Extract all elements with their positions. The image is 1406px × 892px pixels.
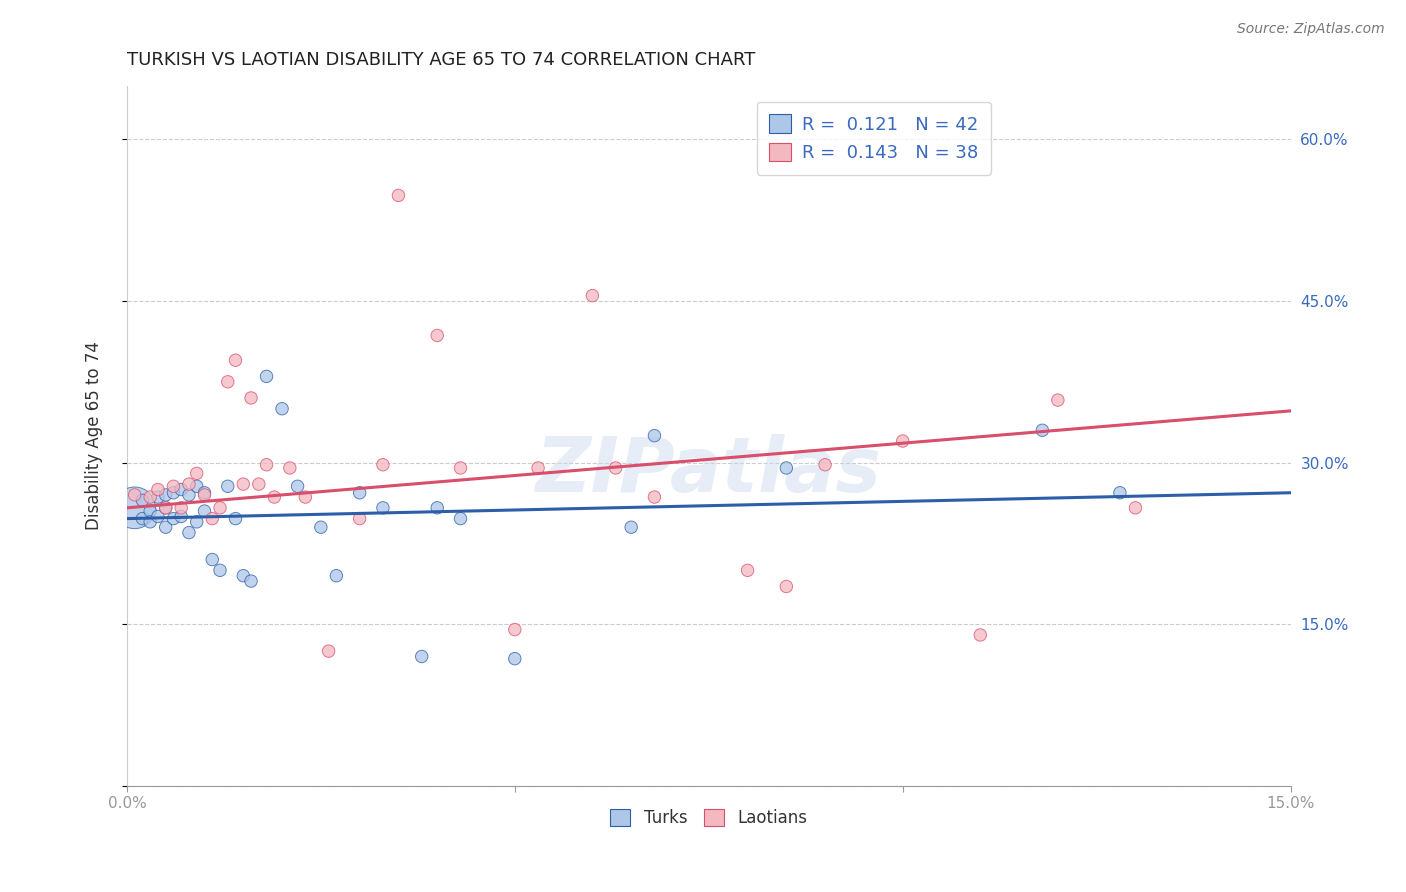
Point bbox=[605, 461, 627, 475]
Point bbox=[155, 488, 177, 502]
Point bbox=[387, 188, 409, 202]
Point bbox=[124, 500, 146, 515]
Point bbox=[256, 369, 278, 384]
Point bbox=[193, 504, 215, 518]
Point bbox=[643, 490, 665, 504]
Point bbox=[162, 485, 184, 500]
Point bbox=[294, 490, 316, 504]
Point bbox=[162, 479, 184, 493]
Point bbox=[1031, 423, 1053, 437]
Point bbox=[186, 467, 208, 481]
Point bbox=[240, 574, 263, 588]
Text: Source: ZipAtlas.com: Source: ZipAtlas.com bbox=[1237, 22, 1385, 37]
Point bbox=[527, 461, 550, 475]
Point bbox=[162, 511, 184, 525]
Point bbox=[1046, 393, 1069, 408]
Point bbox=[193, 485, 215, 500]
Point bbox=[217, 479, 239, 493]
Point bbox=[155, 520, 177, 534]
Point bbox=[737, 563, 759, 577]
Point bbox=[287, 479, 309, 493]
Point bbox=[139, 515, 162, 529]
Point bbox=[426, 500, 449, 515]
Point bbox=[349, 511, 371, 525]
Point bbox=[503, 623, 526, 637]
Point bbox=[170, 500, 193, 515]
Point bbox=[969, 628, 991, 642]
Point bbox=[208, 500, 231, 515]
Point bbox=[256, 458, 278, 472]
Point bbox=[170, 483, 193, 497]
Point bbox=[170, 509, 193, 524]
Point bbox=[891, 434, 914, 448]
Point bbox=[318, 644, 340, 658]
Point bbox=[186, 515, 208, 529]
Point bbox=[775, 579, 797, 593]
Point bbox=[201, 511, 224, 525]
Point bbox=[309, 520, 332, 534]
Text: ZIPatlas: ZIPatlas bbox=[536, 434, 882, 508]
Point bbox=[620, 520, 643, 534]
Point bbox=[155, 500, 177, 515]
Point bbox=[146, 509, 169, 524]
Point bbox=[349, 485, 371, 500]
Point bbox=[411, 649, 433, 664]
Point bbox=[217, 375, 239, 389]
Point bbox=[177, 477, 200, 491]
Point bbox=[240, 391, 263, 405]
Point bbox=[208, 563, 231, 577]
Text: TURKISH VS LAOTIAN DISABILITY AGE 65 TO 74 CORRELATION CHART: TURKISH VS LAOTIAN DISABILITY AGE 65 TO … bbox=[127, 51, 755, 69]
Point bbox=[325, 568, 347, 582]
Point bbox=[581, 288, 603, 302]
Point bbox=[177, 525, 200, 540]
Point bbox=[247, 477, 270, 491]
Point bbox=[814, 458, 837, 472]
Point bbox=[193, 488, 215, 502]
Point bbox=[426, 328, 449, 343]
Point bbox=[450, 511, 472, 525]
Point bbox=[263, 490, 285, 504]
Y-axis label: Disability Age 65 to 74: Disability Age 65 to 74 bbox=[86, 342, 103, 530]
Point bbox=[450, 461, 472, 475]
Point bbox=[278, 461, 301, 475]
Legend: Turks, Laotians: Turks, Laotians bbox=[603, 802, 814, 833]
Point bbox=[271, 401, 294, 416]
Point bbox=[775, 461, 797, 475]
Point bbox=[232, 568, 254, 582]
Point bbox=[1125, 500, 1147, 515]
Point bbox=[139, 490, 162, 504]
Point bbox=[131, 493, 153, 508]
Point bbox=[155, 500, 177, 515]
Point bbox=[232, 477, 254, 491]
Point bbox=[177, 488, 200, 502]
Point bbox=[186, 479, 208, 493]
Point bbox=[371, 458, 394, 472]
Point bbox=[139, 504, 162, 518]
Point bbox=[371, 500, 394, 515]
Point bbox=[225, 353, 247, 368]
Point bbox=[225, 511, 247, 525]
Point bbox=[201, 552, 224, 566]
Point bbox=[146, 490, 169, 504]
Point bbox=[503, 651, 526, 665]
Point bbox=[124, 488, 146, 502]
Point bbox=[1109, 485, 1132, 500]
Point bbox=[131, 511, 153, 525]
Point bbox=[146, 483, 169, 497]
Point bbox=[643, 428, 665, 442]
